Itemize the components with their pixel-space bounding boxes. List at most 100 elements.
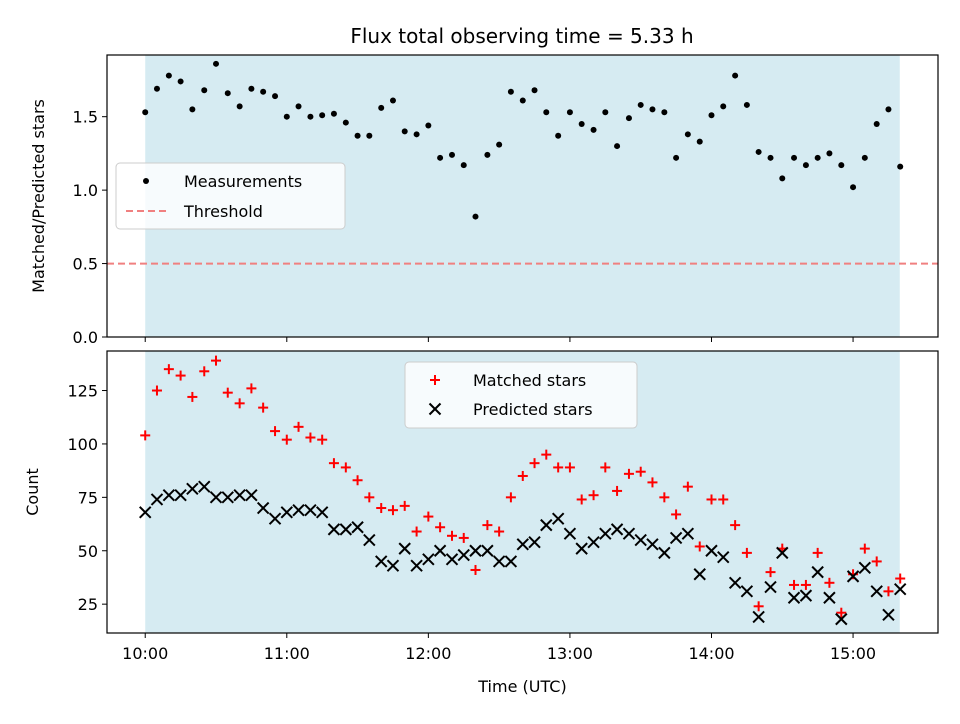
matched-point	[211, 355, 222, 366]
measurement-point	[673, 154, 680, 161]
bottom-legend: Matched stars Predicted stars	[404, 361, 638, 429]
legend-matched-label: Matched stars	[473, 371, 586, 390]
x-marker-b	[209, 491, 223, 504]
predicted-point	[610, 523, 624, 536]
measurement-point	[519, 97, 526, 104]
x-marker-b	[445, 553, 459, 566]
measurement-point	[531, 87, 538, 94]
matched-point	[623, 468, 634, 479]
matched-point	[883, 586, 894, 597]
x-marker-b	[717, 550, 730, 564]
measurement-point	[177, 78, 184, 85]
matched-point	[647, 477, 658, 488]
x-marker-b	[705, 544, 718, 557]
matched-point	[305, 432, 316, 443]
predicted-point	[728, 576, 742, 590]
x-marker-b	[174, 488, 187, 502]
measurement-point	[661, 109, 668, 116]
predicted-point	[764, 580, 777, 594]
x-marker-b	[363, 533, 376, 547]
x-marker-b	[728, 576, 742, 590]
x-marker-b	[610, 523, 624, 536]
top-y-axis-label: Matched/Predicted stars	[29, 99, 48, 293]
measurement-point	[295, 103, 302, 110]
bottom-axes-frame	[106, 350, 939, 634]
x-marker-b	[870, 585, 883, 598]
predicted-point	[174, 488, 187, 502]
matched-point	[458, 532, 469, 543]
predicted-point	[634, 533, 647, 547]
x-marker-b	[268, 512, 282, 525]
matched-point	[140, 430, 151, 441]
predicted-point	[315, 506, 329, 519]
x-marker-b	[375, 555, 388, 568]
x-marker-b	[776, 546, 789, 560]
measurement-point	[201, 87, 208, 94]
measurement-point	[224, 90, 231, 97]
matched-point	[612, 485, 623, 496]
matched-point	[730, 520, 741, 531]
predicted-point	[587, 535, 600, 549]
matched-point	[694, 541, 705, 552]
predicted-point	[551, 512, 565, 525]
predicted-point	[717, 550, 730, 564]
matched-point	[423, 511, 434, 522]
measurement-point	[496, 141, 503, 148]
predicted-point	[516, 538, 529, 551]
measurement-point	[543, 109, 550, 116]
matched-point	[635, 466, 646, 477]
measurement-point	[437, 154, 444, 161]
predicted-point	[410, 559, 423, 572]
x-marker-b	[669, 531, 683, 545]
legend-predicted-marker	[428, 402, 442, 416]
predicted-point	[150, 493, 164, 506]
x-marker-b	[540, 518, 553, 532]
measurement-point	[838, 162, 845, 169]
predicted-point	[799, 589, 813, 602]
bottom-x-tick-label: 13:00	[547, 644, 593, 663]
measurement-points	[142, 60, 904, 220]
x-marker-b	[150, 493, 164, 506]
matched-point	[553, 462, 564, 473]
matched-point	[340, 462, 351, 473]
x-marker-b	[516, 538, 529, 551]
x-marker-b	[162, 488, 176, 502]
matched-point	[494, 526, 505, 537]
x-marker-b	[551, 512, 565, 525]
matched-point	[682, 481, 693, 492]
matched-point	[317, 434, 328, 445]
measurement-point	[342, 119, 349, 126]
x-marker-b	[428, 402, 442, 416]
measurement-point	[189, 106, 196, 113]
x-marker-b	[433, 544, 447, 557]
predicted-point	[433, 544, 447, 557]
bottom-legend-box	[404, 361, 638, 429]
matched-point	[706, 494, 717, 505]
measurement-point	[614, 143, 621, 150]
matched-point	[364, 492, 375, 503]
measurement-point	[378, 104, 385, 111]
x-marker-b	[492, 555, 506, 568]
x-marker-b	[386, 559, 400, 572]
predicted-point	[268, 512, 282, 525]
predicted-point	[422, 553, 435, 566]
bottom-x-tick-label: 12:00	[405, 644, 451, 663]
measurement-point	[472, 213, 479, 220]
measurement-point	[248, 85, 255, 92]
predicted-point	[292, 503, 305, 517]
predicted-point	[858, 561, 872, 575]
matched-point	[871, 556, 882, 567]
legend-matched-marker	[430, 375, 440, 385]
predicted-point	[339, 523, 353, 536]
x-axis-label: Time (UTC)	[477, 677, 566, 696]
matched-point	[270, 426, 281, 437]
bottom-y-axis-label: Count	[23, 468, 42, 516]
x-marker-b	[504, 555, 518, 568]
x-marker-b	[764, 580, 777, 594]
matched-point	[175, 370, 186, 381]
predicted-point	[870, 585, 883, 598]
matched-point	[246, 383, 257, 394]
matched-point	[435, 522, 446, 533]
predicted-point	[139, 506, 152, 519]
matched-point	[281, 434, 292, 445]
